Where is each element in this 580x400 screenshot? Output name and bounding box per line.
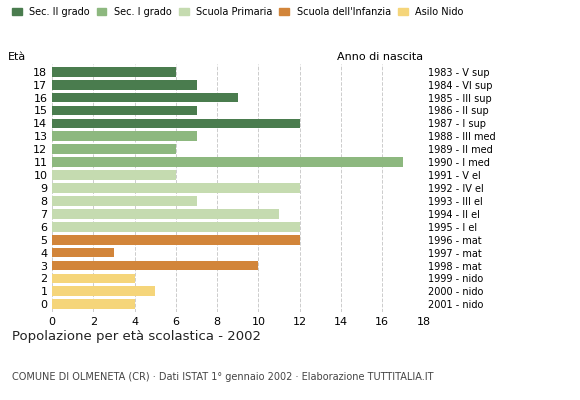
Bar (52, 157, 403, 167)
Text: Popolazione per età scolastica - 2002: Popolazione per età scolastica - 2002 (12, 330, 260, 343)
Bar (52, 118, 300, 128)
Bar (52, 248, 114, 258)
Legend: Sec. II grado, Sec. I grado, Scuola Primaria, Scuola dell'Infanzia, Asilo Nido: Sec. II grado, Sec. I grado, Scuola Prim… (12, 7, 464, 17)
Bar (52, 261, 259, 270)
Bar (52, 222, 300, 232)
Bar (52, 106, 197, 115)
Bar (52, 80, 197, 90)
Bar (52, 286, 155, 296)
Bar (52, 93, 238, 102)
Bar (52, 300, 135, 309)
Bar (52, 170, 176, 180)
Bar (52, 235, 300, 244)
Bar (52, 144, 176, 154)
Bar (52, 132, 197, 141)
Text: Età: Età (8, 52, 26, 62)
Bar (52, 209, 279, 219)
Text: COMUNE DI OLMENETA (CR) · Dati ISTAT 1° gennaio 2002 · Elaborazione TUTTITALIA.I: COMUNE DI OLMENETA (CR) · Dati ISTAT 1° … (12, 372, 433, 382)
Bar (52, 274, 135, 283)
Bar (52, 67, 176, 76)
Text: Anno di nascita: Anno di nascita (338, 52, 423, 62)
Bar (52, 183, 300, 193)
Bar (52, 196, 197, 206)
